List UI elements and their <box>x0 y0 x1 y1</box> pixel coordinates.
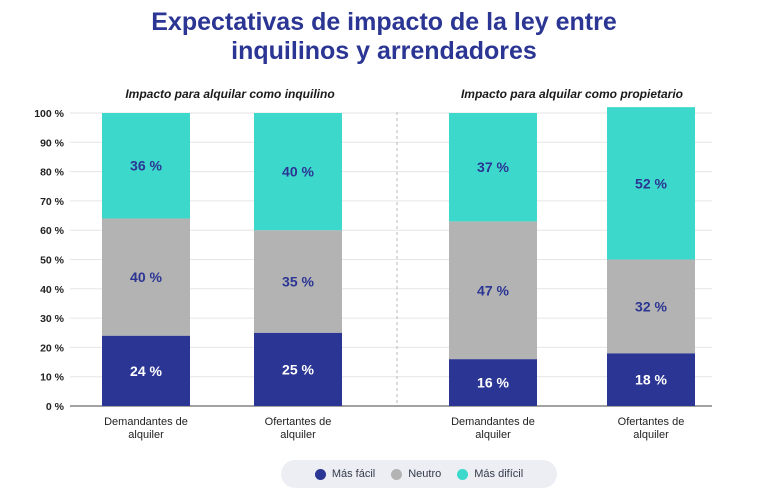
data-label: 35 % <box>282 273 314 289</box>
bar-segment-mas-facil <box>254 332 342 406</box>
x-category-label: Demandantes de <box>104 416 188 428</box>
data-label: 40 % <box>130 269 162 285</box>
data-label: 18 % <box>635 372 667 388</box>
legend-item-mas-dificil: Más difícil <box>457 468 523 480</box>
legend: Más fácil Neutro Más difícil <box>281 460 557 488</box>
bar-segment-mas-dificil <box>607 107 695 260</box>
x-category-label: Demandantes de <box>451 416 535 428</box>
data-label: 37 % <box>477 159 509 175</box>
bar-segment-mas-dificil <box>449 113 537 222</box>
chart-title-line-2: inquilinos y arrendadores <box>231 37 537 65</box>
chart-title: Expectativas de impacto de la ley entre … <box>0 8 768 66</box>
y-tick-label: 10 % <box>40 372 65 384</box>
x-category-label: alquiler <box>475 429 511 441</box>
bar-segment-mas-facil <box>449 359 537 406</box>
chart-title-line-1: Expectativas de impacto de la ley entre <box>151 8 617 36</box>
y-tick-label: 80 % <box>40 167 65 179</box>
y-tick-label: 0 % <box>46 401 65 413</box>
y-tick-label: 20 % <box>40 342 65 354</box>
group-subtitle: Impacto para alquilar como propietario <box>461 87 683 101</box>
x-category-label: Ofertantes de <box>265 416 332 428</box>
y-tick-label: 70 % <box>40 196 65 208</box>
bar-segment-neutro <box>102 218 190 336</box>
data-label: 25 % <box>282 361 314 377</box>
bar-segment-mas-facil <box>607 353 695 406</box>
legend-swatch-mas-dificil <box>457 468 469 480</box>
y-tick-label: 50 % <box>40 255 65 267</box>
data-label: 32 % <box>635 298 667 314</box>
bar-segment-mas-facil <box>102 335 190 406</box>
data-label: 36 % <box>130 158 162 174</box>
legend-label-neutro: Neutro <box>408 468 442 480</box>
bar-segment-neutro <box>607 259 695 354</box>
x-category-label: Ofertantes de <box>618 416 685 428</box>
y-tick-label: 30 % <box>40 313 65 325</box>
y-tick-label: 40 % <box>40 284 65 296</box>
legend-swatch-mas-facil <box>314 468 326 480</box>
group-subtitle: Impacto para alquilar como inquilino <box>125 87 334 101</box>
legend-label-mas-dificil: Más difícil <box>474 468 524 480</box>
data-label: 24 % <box>130 363 162 379</box>
data-label: 47 % <box>477 282 509 298</box>
x-category-label: alquiler <box>280 429 316 441</box>
x-category-label: alquiler <box>128 429 164 441</box>
bar-segment-neutro <box>254 230 342 333</box>
bar-segment-neutro <box>449 221 537 360</box>
y-tick-label: 60 % <box>40 225 65 237</box>
x-category-label: alquiler <box>633 429 669 441</box>
data-label: 16 % <box>477 375 509 391</box>
legend-label-mas-facil: Más fácil <box>331 468 376 480</box>
bar-segment-mas-dificil <box>254 113 342 231</box>
y-tick-label: 90 % <box>40 137 65 149</box>
legend-item-neutro: Neutro <box>391 468 441 480</box>
bar-segment-mas-dificil <box>102 113 190 219</box>
legend-item-mas-facil: Más fácil <box>314 468 376 480</box>
data-label: 40 % <box>282 164 314 180</box>
legend-swatch-neutro <box>391 468 403 480</box>
data-label: 52 % <box>635 175 667 191</box>
y-tick-label: 100 % <box>34 108 64 120</box>
